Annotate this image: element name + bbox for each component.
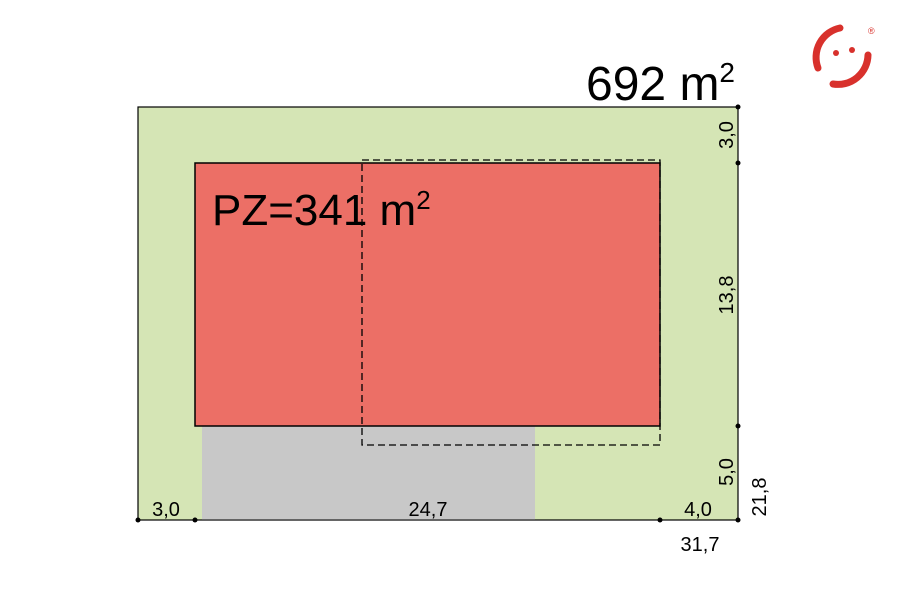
dimension-label: 31,7 bbox=[681, 534, 720, 556]
logo: ® bbox=[812, 24, 875, 88]
building-area-sup: 2 bbox=[416, 185, 430, 215]
plot-area-text: 692 m bbox=[586, 58, 719, 111]
dimension-label: 3,0 bbox=[152, 499, 180, 521]
building-area: PZ=341 m2 bbox=[212, 185, 431, 235]
dimension-label: 24,7 bbox=[409, 499, 448, 521]
dimension-label: 21,8 bbox=[749, 478, 771, 517]
dimension-ticks bbox=[135, 104, 741, 523]
building bbox=[194, 162, 661, 427]
plot-area-sup: 2 bbox=[719, 57, 735, 88]
building-area-text: PZ=341 m bbox=[212, 186, 416, 235]
dimension-label: 4,0 bbox=[684, 499, 712, 521]
dashed-outline bbox=[361, 159, 661, 446]
plot-area: 692 m2 bbox=[586, 57, 735, 111]
dimension-label: 13,8 bbox=[716, 276, 738, 315]
logo-mark: ® bbox=[868, 26, 875, 36]
dimension-label: 5,0 bbox=[716, 458, 738, 486]
dimension-label: 3,0 bbox=[716, 121, 738, 149]
paved-area bbox=[202, 426, 535, 520]
